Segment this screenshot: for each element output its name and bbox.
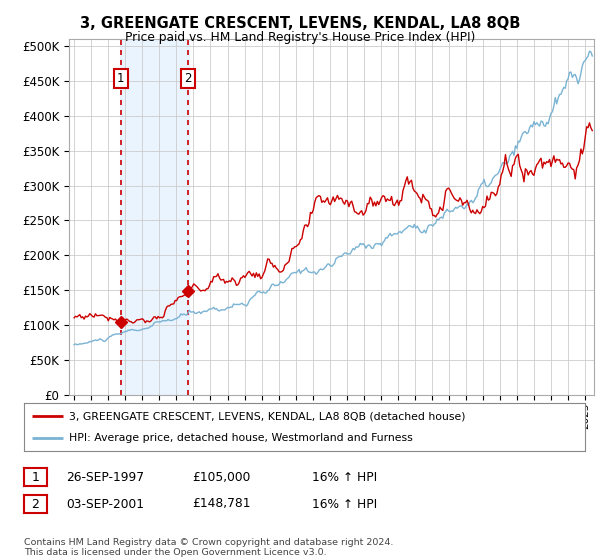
Text: Price paid vs. HM Land Registry's House Price Index (HPI): Price paid vs. HM Land Registry's House … — [125, 31, 475, 44]
Text: HPI: Average price, detached house, Westmorland and Furness: HPI: Average price, detached house, West… — [69, 433, 413, 443]
Text: £105,000: £105,000 — [192, 470, 250, 484]
Text: £148,781: £148,781 — [192, 497, 251, 511]
Text: 16% ↑ HPI: 16% ↑ HPI — [312, 470, 377, 484]
Text: 03-SEP-2001: 03-SEP-2001 — [66, 497, 144, 511]
Text: 1: 1 — [31, 470, 40, 484]
Bar — [120, 39, 188, 395]
Text: 2: 2 — [31, 497, 40, 511]
Text: Contains HM Land Registry data © Crown copyright and database right 2024.
This d: Contains HM Land Registry data © Crown c… — [24, 538, 394, 557]
Text: 3, GREENGATE CRESCENT, LEVENS, KENDAL, LA8 8QB: 3, GREENGATE CRESCENT, LEVENS, KENDAL, L… — [80, 16, 520, 31]
Text: 16% ↑ HPI: 16% ↑ HPI — [312, 497, 377, 511]
Text: 26-SEP-1997: 26-SEP-1997 — [66, 470, 144, 484]
Text: 3, GREENGATE CRESCENT, LEVENS, KENDAL, LA8 8QB (detached house): 3, GREENGATE CRESCENT, LEVENS, KENDAL, L… — [69, 411, 466, 421]
Text: 2: 2 — [184, 72, 191, 85]
Text: 1: 1 — [117, 72, 125, 85]
